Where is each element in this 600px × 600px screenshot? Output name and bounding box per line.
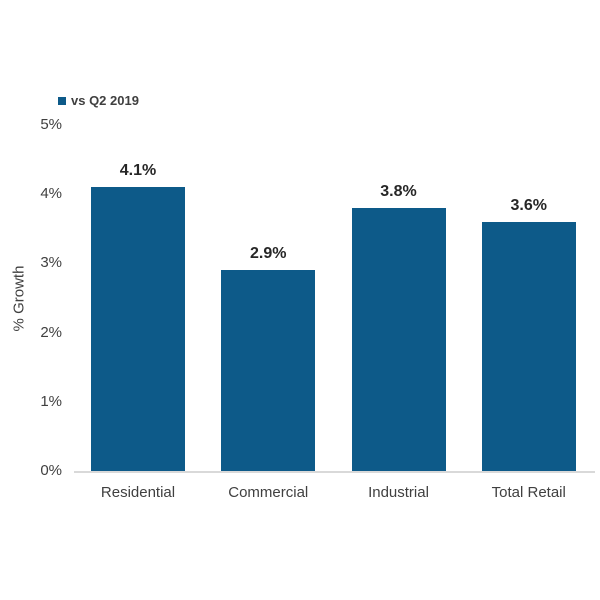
y-tick-label: 3%: [40, 254, 62, 272]
y-tick-label: 0%: [40, 462, 62, 479]
bar-total-retail: [481, 221, 576, 471]
x-category-label: Industrial: [368, 484, 429, 501]
bar-residential: [91, 187, 185, 471]
y-tick-label: 5%: [40, 116, 62, 133]
data-label: 4.1%: [119, 162, 157, 180]
plot-area: 4.1% 2.9% 3.8% 3.6%: [74, 125, 595, 473]
y-tick-label: 2%: [40, 323, 62, 341]
y-tick-label: 4%: [40, 185, 62, 203]
x-category-label: Residential: [100, 484, 176, 501]
data-label: 2.9%: [250, 245, 287, 263]
bar-commercial: [221, 270, 316, 471]
data-label: 3.8%: [380, 183, 417, 201]
legend-label: vs Q2 2019: [71, 93, 139, 108]
bar-industrial: [351, 208, 446, 471]
data-label: 3.6%: [510, 196, 547, 214]
x-category-label: Commercial: [228, 484, 309, 501]
legend-marker-icon: [58, 97, 66, 105]
legend: vs Q2 2019: [58, 93, 139, 109]
x-category-label: Total Retail: [491, 484, 566, 501]
y-tick-label: 1%: [40, 392, 62, 410]
